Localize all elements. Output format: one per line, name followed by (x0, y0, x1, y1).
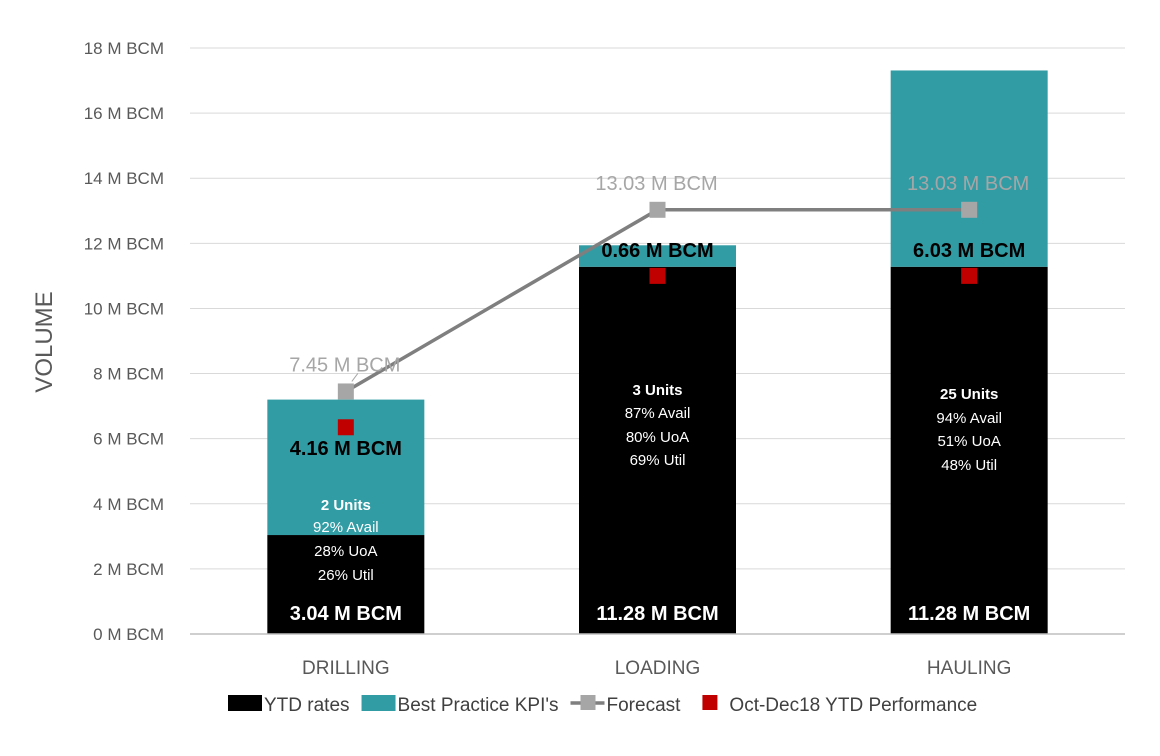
y-tick-label: 14 M BCM (84, 169, 164, 188)
forecast-series: 7.45 M BCM 13.03 M BCM 13.03 M BCM (289, 173, 1029, 400)
units-label: 2 Units (321, 497, 371, 514)
forecast-value-label: 13.03 M BCM (907, 173, 1029, 195)
y-axis-tick-labels: 0 M BCM 2 M BCM 4 M BCM 6 M BCM 8 M BCM 10 M … (84, 39, 164, 644)
legend-item: YTD rates (228, 695, 350, 716)
y-tick-label: 18 M BCM (84, 39, 164, 58)
performance-markers (337, 267, 978, 436)
legend-swatch (228, 695, 262, 711)
y-tick-label: 4 M BCM (93, 495, 164, 514)
y-tick-label: 10 M BCM (84, 299, 164, 318)
y-tick-label: 0 M BCM (93, 625, 164, 644)
kpi-stat-label: 51% UoA (937, 433, 1000, 450)
kpi-value-label: 4.16 M BCM (290, 438, 402, 460)
performance-marker (649, 267, 666, 284)
forecast-marker (961, 201, 978, 218)
y-tick-label: 6 M BCM (93, 430, 164, 449)
bar-ytd-rates (579, 266, 736, 634)
category-labels: DRILLING LOADING HAULING (302, 658, 1011, 679)
kpi-stat-label: 87% Avail (625, 405, 691, 422)
x-tick-label: LOADING (615, 658, 701, 679)
legend-label: Forecast (607, 695, 682, 716)
ytd-value-label: 11.28 M BCM (908, 603, 1030, 625)
ytd-value-label: 11.28 M BCM (596, 603, 718, 625)
x-tick-label: DRILLING (302, 658, 390, 679)
performance-marker (961, 267, 978, 284)
y-tick-label: 2 M BCM (93, 560, 164, 579)
forecast-marker (649, 201, 666, 218)
y-tick-label: 12 M BCM (84, 234, 164, 253)
forecast-label-leader (351, 373, 359, 382)
y-axis-label: VOLUME (31, 291, 58, 392)
forecast-marker (337, 383, 354, 400)
legend-item: Forecast (570, 695, 682, 716)
legend-swatch-marker (580, 695, 596, 710)
bar-labels: 3.04 M BCM 4.16 M BCM 11.28 M BCM 0.66 M BC… (290, 240, 1031, 625)
performance-marker (337, 419, 354, 436)
bars (267, 70, 1048, 634)
kpi-value-label: 6.03 M BCM (913, 240, 1025, 262)
bar-ytd-rates (890, 266, 1048, 634)
legend-item: Best Practice KPI's (361, 695, 559, 716)
legend-label: Best Practice KPI's (398, 695, 559, 716)
legend: YTD rates Best Practice KPI's Forecast Oct-… (228, 695, 977, 716)
legend-swatch-marker (702, 695, 718, 710)
kpi-stat-label: 92% Avail (313, 519, 379, 536)
ytd-value-label: 3.04 M BCM (290, 603, 402, 625)
units-label: 25 Units (940, 386, 998, 403)
forecast-value-label: 13.03 M BCM (595, 173, 717, 195)
kpi-value-label: 0.66 M BCM (601, 240, 713, 262)
x-tick-label: HAULING (927, 658, 1011, 679)
legend-label: YTD rates (264, 695, 350, 716)
legend-item: Oct-Dec18 YTD Performance (702, 695, 977, 716)
kpi-stat-label: 69% Util (630, 452, 686, 469)
y-tick-label: 16 M BCM (84, 104, 164, 123)
legend-label: Oct-Dec18 YTD Performance (729, 695, 977, 716)
kpi-stat-label: 28% UoA (314, 543, 377, 560)
kpi-stat-label: 80% UoA (626, 429, 689, 446)
forecast-value-label: 7.45 M BCM (289, 354, 400, 376)
bar-best-practice-kpi (579, 245, 736, 267)
kpi-stat-label: 48% Util (941, 457, 997, 474)
bar-ytd-rates (267, 535, 425, 634)
y-tick-label: 8 M BCM (93, 365, 164, 384)
bar-best-practice-kpi (890, 70, 1048, 267)
units-label: 3 Units (632, 382, 682, 399)
kpi-stat-label: 26% Util (318, 567, 374, 584)
legend-swatch (361, 695, 396, 711)
kpi-stat-label: 94% Avail (936, 410, 1002, 427)
